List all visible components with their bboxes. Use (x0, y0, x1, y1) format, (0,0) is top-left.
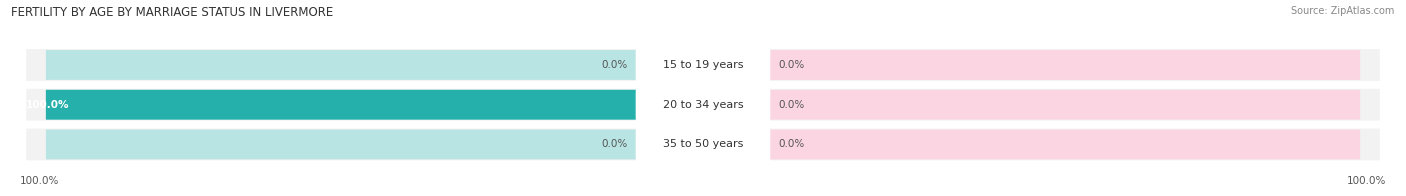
Text: 0.0%: 0.0% (779, 100, 804, 110)
FancyBboxPatch shape (27, 49, 1379, 81)
Text: 0.0%: 0.0% (602, 60, 627, 70)
FancyBboxPatch shape (46, 130, 703, 159)
Text: 15 to 19 years: 15 to 19 years (662, 60, 744, 70)
Text: 35 to 50 years: 35 to 50 years (662, 140, 744, 150)
Text: 0.0%: 0.0% (779, 140, 804, 150)
Text: 100.0%: 100.0% (27, 100, 70, 110)
FancyBboxPatch shape (703, 90, 1360, 120)
FancyBboxPatch shape (636, 44, 770, 86)
FancyBboxPatch shape (703, 50, 1360, 80)
FancyBboxPatch shape (703, 130, 1360, 159)
Text: 100.0%: 100.0% (1347, 176, 1386, 186)
FancyBboxPatch shape (46, 90, 703, 120)
FancyBboxPatch shape (46, 50, 703, 80)
Text: 0.0%: 0.0% (602, 140, 627, 150)
Text: FERTILITY BY AGE BY MARRIAGE STATUS IN LIVERMORE: FERTILITY BY AGE BY MARRIAGE STATUS IN L… (11, 6, 333, 19)
Text: 100.0%: 100.0% (20, 176, 59, 186)
Text: Source: ZipAtlas.com: Source: ZipAtlas.com (1291, 6, 1395, 16)
FancyBboxPatch shape (27, 129, 1379, 160)
Text: 0.0%: 0.0% (779, 60, 804, 70)
Text: 20 to 34 years: 20 to 34 years (662, 100, 744, 110)
FancyBboxPatch shape (27, 89, 1379, 121)
FancyBboxPatch shape (636, 123, 770, 166)
FancyBboxPatch shape (636, 84, 770, 126)
FancyBboxPatch shape (46, 90, 703, 120)
